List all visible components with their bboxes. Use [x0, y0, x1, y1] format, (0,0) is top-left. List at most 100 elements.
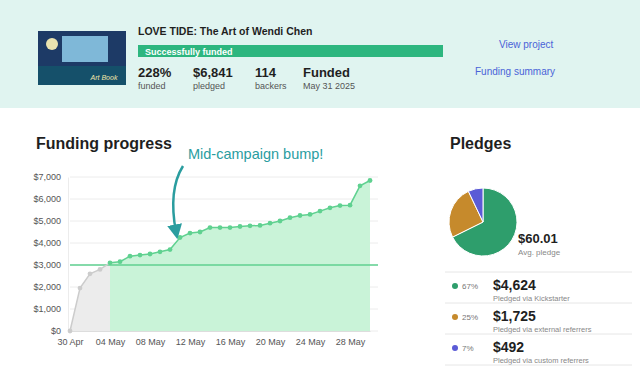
data-point: [308, 212, 313, 217]
x-tick-label: 08 May: [136, 337, 166, 347]
thumbnail-moon: [46, 38, 58, 50]
data-point: [78, 286, 83, 291]
y-tick: $3,000: [33, 260, 68, 270]
grid-line: [70, 177, 378, 178]
status-bar: [138, 45, 443, 57]
data-point: [248, 223, 253, 228]
chart-title: Funding progress: [36, 135, 172, 152]
avg-pledge-value: $60.01: [518, 231, 558, 246]
data-point: [358, 183, 363, 188]
data-point: [168, 247, 173, 252]
y-tick-label: $2,000: [33, 282, 61, 292]
x-tick-label: 28 May: [336, 337, 366, 347]
data-point: [118, 259, 123, 264]
x-tick-label: 30 Apr: [57, 337, 83, 347]
plot-area: [68, 178, 378, 333]
data-point: [238, 224, 243, 229]
legend-percent: 67%: [462, 282, 478, 291]
data-point: [138, 253, 143, 258]
data-point: [98, 267, 103, 272]
x-tick-label: 12 May: [176, 337, 206, 347]
area-after-goal: [110, 180, 370, 331]
legend-label: Pledged via custom referrers: [493, 356, 589, 365]
data-point: [68, 329, 73, 334]
pie-title: Pledges: [450, 135, 511, 152]
header-link[interactable]: View project: [499, 39, 554, 50]
data-point: [338, 203, 343, 208]
data-point: [128, 254, 133, 259]
pie: [449, 188, 517, 256]
thumbnail-text: Art Book: [90, 74, 118, 81]
x-tick: 24 May: [296, 331, 326, 347]
stat-value: 228%: [138, 65, 172, 80]
data-point: [158, 249, 163, 254]
data-point: [208, 225, 213, 230]
stat-value: 114: [255, 65, 277, 80]
data-point: [148, 252, 153, 257]
legend-separator: [445, 303, 632, 304]
x-axis-line: [71, 331, 371, 332]
line-before-goal: [70, 263, 110, 331]
legend-separator: [445, 365, 632, 366]
grid: [70, 177, 378, 331]
x-tick: 30 Apr: [57, 331, 83, 347]
annotation: Mid-campaign bump!: [188, 146, 323, 162]
y-axis-line: [68, 178, 69, 332]
data-point: [288, 215, 293, 220]
stat-value: $6,841: [193, 65, 233, 80]
stat-label: pledged: [193, 81, 225, 91]
legend-label: Pledged via external referrers: [493, 325, 592, 334]
thumbnail-sea: [38, 66, 126, 85]
x-tick-label: 16 May: [216, 337, 246, 347]
data-point: [198, 230, 203, 235]
header-link[interactable]: Funding summary: [475, 66, 555, 77]
thumbnail-image: [38, 31, 126, 85]
stat-label: funded: [138, 81, 166, 91]
x-tick-label: 24 May: [296, 337, 326, 347]
data-point: [268, 221, 273, 226]
x-tick: 08 May: [136, 331, 166, 347]
stat-value: Funded: [303, 65, 350, 80]
thumbnail-panel: [62, 36, 108, 62]
legend-amount: $1,725: [493, 308, 536, 324]
y-tick-label: $4,000: [33, 238, 61, 248]
y-tick-label: $7,000: [33, 172, 61, 182]
legend-percent: 7%: [462, 344, 474, 353]
x-tick: 12 May: [176, 331, 206, 347]
y-tick-label: $5,000: [33, 216, 61, 226]
y-tick: $1,000: [33, 304, 68, 314]
x-tick-label: 04 May: [96, 337, 126, 347]
x-tick: 04 May: [96, 331, 126, 347]
grid-line: [70, 199, 378, 200]
goal-line: [70, 264, 378, 266]
x-tick: 20 May: [256, 331, 286, 347]
project-title: LOVE TIDE: The Art of Wendi Chen: [138, 25, 312, 37]
y-axis: $0$1,000$2,000$3,000$4,000$5,000$6,000$7…: [33, 172, 68, 336]
y-tick-label: $0: [51, 326, 61, 336]
data-point: [318, 209, 323, 214]
data-point: [188, 231, 193, 236]
legend-dot: [452, 283, 458, 289]
legend-dot: [452, 345, 458, 351]
legend-dot: [452, 314, 458, 320]
area-before-goal: [70, 263, 110, 331]
data-point: [88, 271, 93, 276]
data-point: [328, 205, 333, 210]
header-background: [0, 0, 640, 108]
legend-percent: 25%: [462, 313, 478, 322]
x-axis: 30 Apr 04 May 08 May 12 May 16 May 20 May 24 M…: [57, 331, 370, 347]
stat-label: May 31 2025: [303, 81, 355, 91]
data-point: [258, 223, 263, 228]
x-tick: 16 May: [216, 331, 246, 347]
status-text: Successfully funded: [145, 47, 233, 57]
thumbnail: Art Book: [38, 31, 126, 85]
data-point: [298, 213, 303, 218]
legend-separator: [445, 334, 632, 335]
legend-separator: [445, 272, 632, 273]
annotation-arrow: [173, 166, 183, 232]
data-point: [228, 225, 233, 230]
data-point: [368, 178, 373, 183]
data-point: [108, 260, 113, 265]
legend-label: Pledged via Kickstarter: [493, 294, 570, 303]
legend-amount: $492: [493, 339, 524, 355]
